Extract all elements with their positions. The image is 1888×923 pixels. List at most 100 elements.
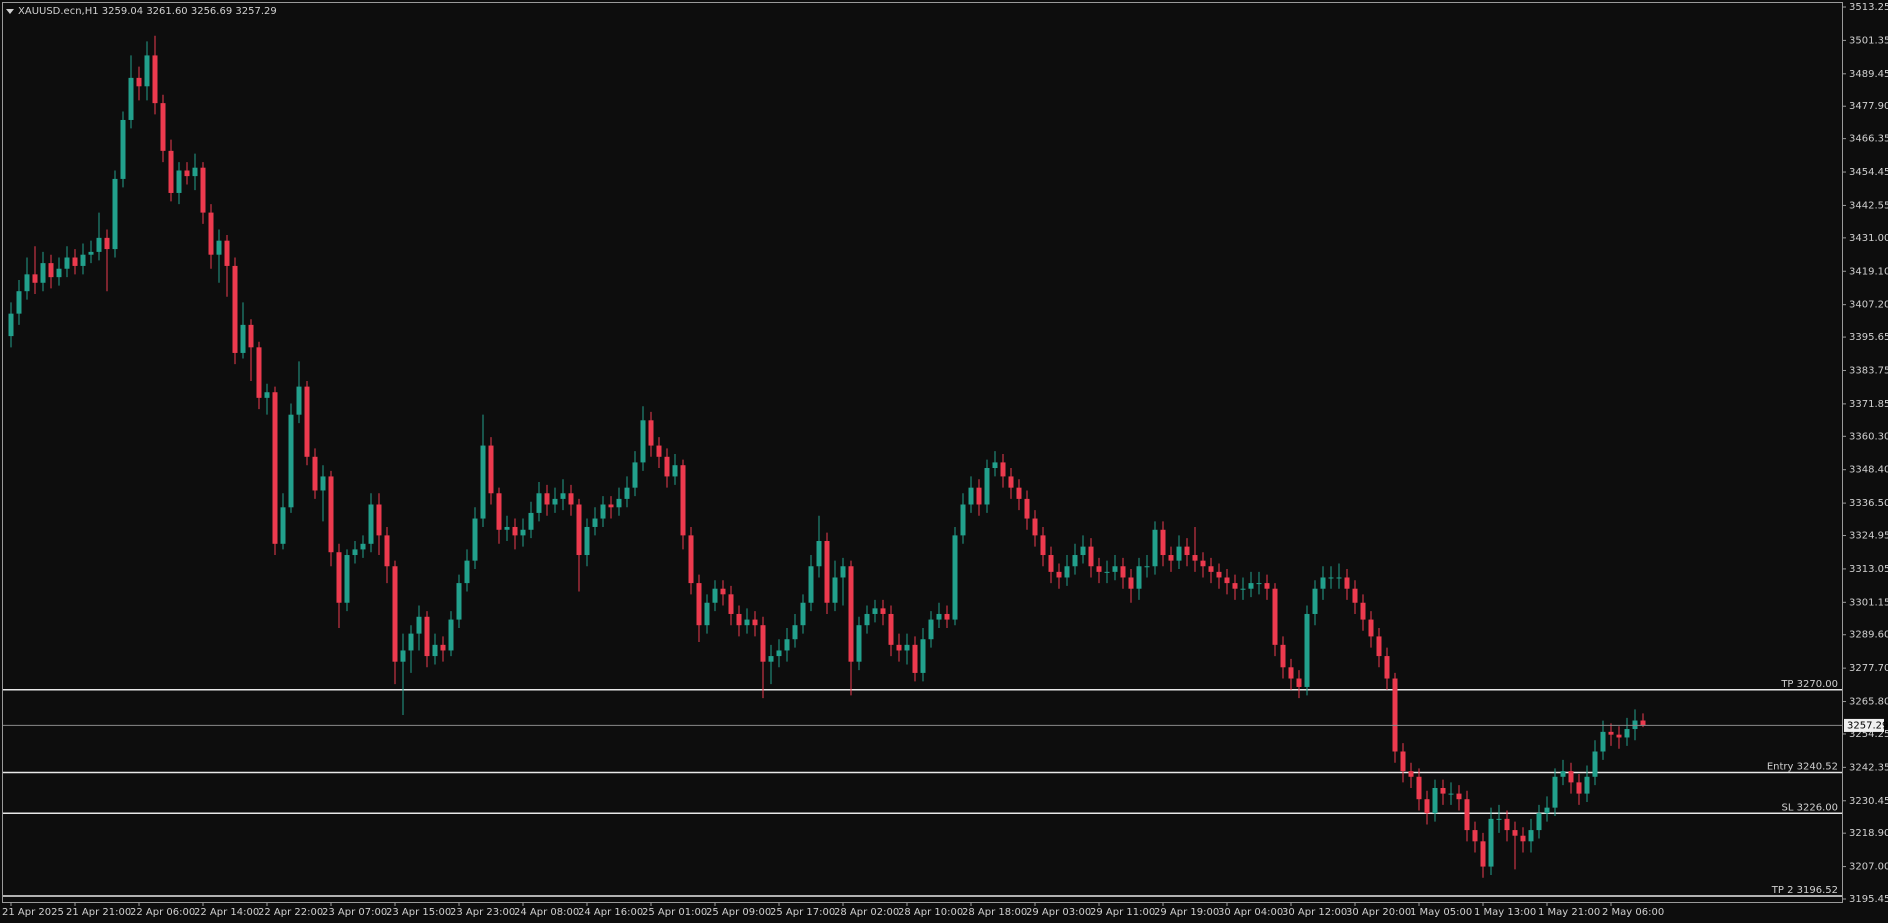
candle-body [1496,818,1502,820]
candle-body [760,625,766,662]
candle-body [624,487,630,499]
candle-body [1552,776,1558,808]
candle-body [200,167,206,213]
y-tick-label: 3513.25 [1849,2,1888,13]
candle-body [848,566,854,662]
candle-body [640,420,646,463]
candle-body [1416,776,1422,800]
candle-body [1568,771,1574,783]
candle-body [1608,731,1614,735]
plot-frame [2,2,1843,903]
candle-body [1640,720,1646,726]
candle-body [112,178,118,250]
candle-body [680,465,686,536]
candle-body [1576,782,1582,794]
candle-body [1040,535,1046,556]
candle-body [1464,799,1470,831]
y-tick-label: 3477.90 [1849,101,1888,112]
candle-body [600,504,606,519]
candle-body [752,619,758,626]
candle-body [824,540,830,603]
candle-body [1096,566,1102,572]
y-tick-label: 3489.45 [1849,69,1888,80]
candle-body [1392,678,1398,752]
candle-body [24,274,30,292]
level-label: SL 3226.00 [1782,802,1838,813]
y-tick-label: 3360.30 [1849,431,1888,442]
candle-body [696,583,702,626]
candle-body [608,504,614,508]
candle-body [1448,793,1454,795]
candle-body [888,613,894,645]
candle-body [808,566,814,603]
candle-body [1456,793,1462,800]
candle-body [520,529,526,536]
candle-body [1032,518,1038,536]
candle-body [240,324,246,353]
candle-body [1200,560,1206,567]
candle-body [336,552,342,603]
candle-body [664,456,670,477]
x-tick-label: 22 Apr 06:00 [130,907,195,918]
candle-body [120,119,126,179]
candle-body [392,566,398,662]
candle-body [528,512,534,530]
y-tick-label: 3442.55 [1849,200,1888,211]
candle-body [544,493,550,505]
candle-body [1192,555,1198,561]
candle-body [104,237,110,250]
candle-body [232,265,238,353]
y-tick-label: 3419.10 [1849,266,1888,277]
candle-body [688,535,694,584]
candle-body [1408,771,1414,777]
candle-body [1088,546,1094,567]
candle-body [672,465,678,477]
candle-body [984,468,990,505]
y-tick-label: 3230.45 [1849,796,1888,807]
candle-body [1384,656,1390,679]
candle-body [488,445,494,494]
candle-body [1344,577,1350,589]
candle-body [1264,583,1270,589]
level-label: TP 2 3196.52 [1771,885,1838,896]
candle-body [920,639,926,673]
candle-body [216,240,222,255]
candle-body [1560,771,1566,777]
x-tick-label: 21 Apr 2025 [2,907,64,918]
y-tick-label: 3301.15 [1849,597,1888,608]
y-tick-label: 3289.60 [1849,630,1888,641]
candle-body [1144,566,1150,568]
x-tick-label: 30 Apr 20:00 [1346,907,1411,918]
candle-body [1184,546,1190,556]
candle-body [1056,571,1062,578]
candle-body [1624,729,1630,738]
candle-body [376,504,382,536]
candle-body [1616,734,1622,738]
candle-body [840,566,846,578]
candle-body [1600,731,1606,752]
candle-body [384,535,390,567]
candle-body [1360,602,1366,620]
candle-body [1288,667,1294,679]
candle-body [584,526,590,556]
candle-body [1352,588,1358,603]
candle-body [1632,720,1638,730]
candle-body [464,560,470,584]
y-tick-label: 3454.45 [1849,167,1888,178]
candle-body [1128,577,1134,589]
x-tick-label: 25 Apr 17:00 [770,907,835,918]
x-tick-label: 25 Apr 01:00 [642,907,707,918]
candle-body [928,619,934,640]
candle-body [1320,577,1326,589]
candle-body [944,613,950,620]
candle-body [1280,644,1286,668]
candle-body [168,150,174,193]
candle-body [1048,555,1054,572]
candle-body [1304,613,1310,687]
candle-body [1104,571,1110,573]
candle-body [704,602,710,626]
candle-body [856,625,862,662]
x-tick-label: 29 Apr 19:00 [1154,907,1219,918]
